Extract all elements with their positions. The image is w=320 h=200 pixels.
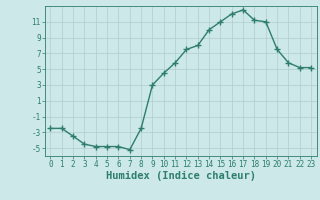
X-axis label: Humidex (Indice chaleur): Humidex (Indice chaleur) [106, 171, 256, 181]
